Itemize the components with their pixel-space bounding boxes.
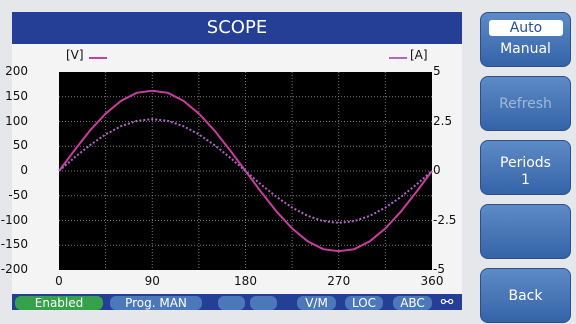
x-axis-tick: 180 (234, 274, 257, 288)
left-axis-tick: -200 (0, 262, 28, 276)
left-axis-tick: -100 (0, 212, 28, 227)
x-axis-tick: 0 (55, 274, 63, 288)
auto-option[interactable]: Auto (489, 20, 563, 36)
x-axis-tick: 360 (420, 274, 444, 288)
current-legend-swatch (389, 57, 407, 59)
periods-button[interactable]: Periods 1 (480, 140, 571, 195)
loc-button[interactable]: LOC (345, 296, 383, 310)
grid (59, 72, 432, 270)
right-axis-unit: [A] (410, 48, 428, 62)
x-axis-tick: 270 (327, 274, 351, 288)
status-slot-2[interactable] (250, 296, 277, 310)
abc-button[interactable]: ABC (393, 296, 432, 310)
left-axis-tick: 0 (20, 163, 28, 177)
vm-button[interactable]: V/M (297, 296, 336, 310)
program-mode-button[interactable]: Prog. MAN (110, 296, 202, 310)
right-axis-tick: -5 (433, 262, 445, 276)
left-axis-tick: -150 (0, 237, 28, 252)
right-axis-tick: 0 (433, 163, 441, 177)
left-axis-unit: [V] (66, 48, 84, 62)
left-axis-tick: 150 (5, 88, 28, 103)
page-title: SCOPE (12, 12, 462, 44)
current-series-line (58, 118, 433, 224)
x-axis-tick: 90 (144, 274, 160, 288)
curves (58, 89, 433, 253)
manual-option[interactable]: Manual (500, 41, 551, 57)
right-axis-tick: -2.5 (433, 212, 457, 227)
right-axis-tick: 5 (433, 64, 441, 78)
left-axis-tick: -50 (8, 187, 28, 202)
refresh-button[interactable]: Refresh (480, 76, 571, 131)
periods-label: Periods (500, 155, 551, 171)
left-axis-tick: 100 (5, 113, 28, 128)
right-axis-tick: 2.5 (433, 113, 453, 128)
periods-value: 1 (521, 172, 530, 188)
empty-button[interactable] (480, 204, 571, 259)
left-axis-tick: 50 (12, 138, 28, 153)
status-slot-1[interactable] (218, 296, 245, 310)
mode-toggle-button[interactable]: Auto Manual (480, 12, 571, 67)
back-button[interactable]: Back (480, 268, 571, 323)
enabled-button[interactable]: Enabled (15, 296, 103, 310)
network-icon: ⚯ (440, 293, 454, 311)
left-axis-tick: 200 (5, 64, 28, 78)
voltage-legend-swatch (89, 57, 107, 59)
